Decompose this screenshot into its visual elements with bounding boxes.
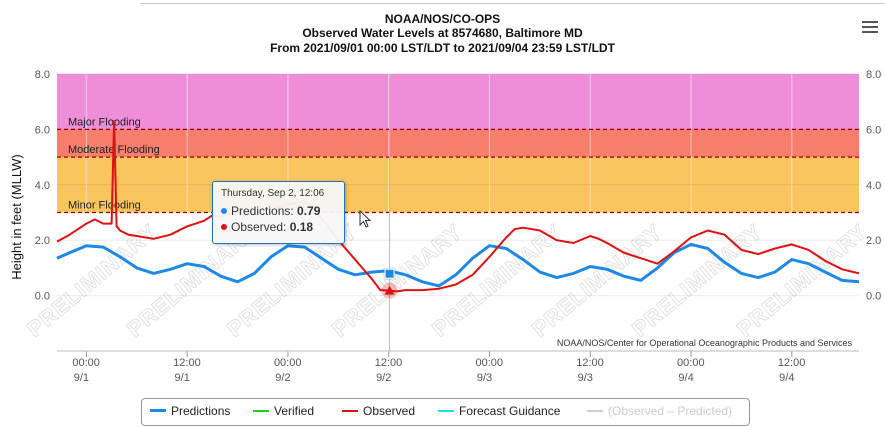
y-axis-title: Height in feet (MLLW) (9, 154, 24, 279)
x-tick-date: 9/2 (376, 372, 391, 384)
y-tick-label-right: 4.0 (866, 180, 881, 192)
legend-item-observed-minus-predicted[interactable]: (Observed – Predicted) (587, 404, 732, 420)
legend-item-observed[interactable]: Observed (342, 404, 415, 420)
chart-date-range: From 2021/09/01 00:00 LST/LDT to 2021/09… (270, 41, 615, 55)
y-tick-label: 0.0 (35, 291, 50, 303)
flood-band (57, 129, 859, 158)
x-tick-date: 9/3 (578, 372, 593, 384)
legend-label: Predictions (171, 404, 231, 418)
tooltip-predictions-row: Predictions: 0.79 (221, 204, 320, 218)
mouse-cursor-icon (359, 210, 372, 228)
tooltip-header: Thursday, Sep 2, 12:06 (221, 188, 325, 199)
x-tick-date: 9/4 (678, 372, 693, 384)
x-tick-date: 9/4 (779, 372, 794, 384)
x-tick-time: 12:00 (778, 357, 806, 369)
x-tick-date: 9/1 (175, 372, 190, 384)
chart-title: NOAA/NOS/CO-OPS (384, 12, 501, 26)
legend: Predictions Verified Observed Forecast G… (141, 398, 750, 426)
x-tick-time: 00:00 (274, 357, 302, 369)
chart-plot: PRELIMINARYPRELIMINARYPRELIMINARYPRELIMI… (9, 69, 882, 384)
legend-line-icon (342, 409, 358, 412)
y-tick-label-right: 6.0 (866, 124, 881, 136)
x-tick-time: 12:00 (375, 357, 403, 369)
predictions-dot-icon (221, 207, 227, 214)
x-tick-date: 9/3 (477, 372, 492, 384)
predictions-hover-marker (384, 268, 395, 279)
x-tick-date: 9/2 (275, 372, 290, 384)
y-tick-label-right: 2.0 (866, 235, 881, 247)
legend-item-predictions[interactable]: Predictions (150, 404, 230, 420)
chart-subtitle: Observed Water Levels at 8574680, Baltim… (302, 26, 583, 40)
observed-line (56, 120, 860, 293)
flood-band (57, 74, 859, 130)
x-tick-time: 12:00 (576, 357, 604, 369)
legend-item-verified[interactable]: Verified (253, 404, 314, 420)
tooltip-pred-label: Predictions: (231, 204, 294, 218)
hover-layer (381, 74, 398, 351)
y-tick-label-right: 0.0 (866, 291, 881, 303)
credit-text: NOAA/NOS/Center for Operational Oceanogr… (557, 338, 853, 348)
grid-lines (57, 73, 859, 351)
legend-line-icon (438, 409, 454, 412)
y-tick-label: 2.0 (35, 235, 50, 247)
hamburger-menu-icon[interactable] (860, 18, 880, 36)
flood-bands (57, 74, 859, 213)
legend-label: (Observed – Predicted) (608, 404, 733, 418)
observed-hover-marker (384, 285, 395, 295)
tooltip-pred-value: 0.79 (297, 204, 321, 218)
x-tick-date: 9/1 (74, 372, 89, 384)
x-tick-time: 00:00 (677, 357, 705, 369)
hover-tooltip: Thursday, Sep 2, 12:06 Predictions: 0.79… (212, 181, 345, 244)
threshold-label: Minor Flooding (68, 200, 141, 212)
tooltip-obs-value: 0.18 (289, 220, 314, 234)
series-layer (56, 120, 860, 293)
legend-label: Observed (363, 404, 416, 418)
x-tick-time: 12:00 (173, 357, 201, 369)
legend-label: Forecast Guidance (459, 404, 561, 418)
tooltip-observed-row: Observed: 0.18 (221, 220, 313, 234)
axis-layer: 8.0 8.0 6.0 6.0 4.0 4.0 2.0 2.0 0.0 0.0 00:00 9/1 12… (35, 69, 882, 384)
legend-label: Verified (274, 404, 315, 418)
threshold-label: Major Flooding (68, 116, 141, 128)
y-tick-label: 6.0 (35, 124, 50, 136)
legend-line-icon (253, 409, 269, 412)
tooltip-obs-label: Observed: (231, 220, 287, 234)
legend-line-icon (587, 409, 603, 412)
flood-band (57, 157, 859, 213)
predictions-line (56, 242, 860, 288)
x-tick-time: 00:00 (72, 357, 100, 369)
y-tick-label-right: 8.0 (866, 69, 881, 81)
legend-line-icon (150, 409, 166, 413)
legend-item-forecast-guidance[interactable]: Forecast Guidance (438, 404, 560, 420)
y-tick-label: 8.0 (35, 69, 50, 81)
observed-dot-icon (221, 223, 227, 230)
top-divider (140, 3, 885, 4)
x-tick-time: 00:00 (475, 357, 503, 369)
y-tick-label: 4.0 (35, 180, 50, 192)
